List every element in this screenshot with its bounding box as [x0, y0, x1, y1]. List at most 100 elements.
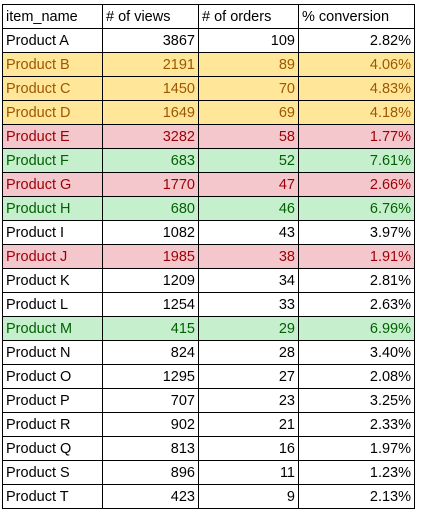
cell-conversion[interactable]: 4.18%	[298, 100, 415, 125]
cell-views[interactable]: 1450	[102, 76, 199, 101]
table-row: Product L 1254 33 2.63%	[2, 292, 415, 317]
cell-orders[interactable]: 58	[198, 124, 299, 149]
table-body: item_name # of views # of orders % conve…	[2, 4, 415, 509]
cell-views[interactable]: 1770	[102, 172, 199, 197]
cell-views[interactable]: 1082	[102, 220, 199, 245]
cell-item-name[interactable]: Product R	[2, 412, 103, 437]
cell-orders[interactable]: 109	[198, 28, 299, 53]
cell-views[interactable]: 813	[102, 436, 199, 461]
cell-item-name[interactable]: Product E	[2, 124, 103, 149]
cell-conversion[interactable]: 1.97%	[298, 436, 415, 461]
table-row: Product G 1770 47 2.66%	[2, 172, 415, 197]
cell-item-name[interactable]: Product T	[2, 484, 103, 509]
table-row: Product S 896 11 1.23%	[2, 460, 415, 485]
cell-orders[interactable]: 38	[198, 244, 299, 269]
table-row: Product M 415 29 6.99%	[2, 316, 415, 341]
cell-orders[interactable]: 69	[198, 100, 299, 125]
cell-views[interactable]: 1254	[102, 292, 199, 317]
cell-conversion[interactable]: 6.76%	[298, 196, 415, 221]
cell-conversion[interactable]: 3.25%	[298, 388, 415, 413]
cell-item-name[interactable]: Product F	[2, 148, 103, 173]
cell-orders[interactable]: 43	[198, 220, 299, 245]
header-cell-orders[interactable]: # of orders	[198, 4, 299, 29]
cell-orders[interactable]: 16	[198, 436, 299, 461]
header-cell-views[interactable]: # of views	[102, 4, 199, 29]
cell-conversion[interactable]: 2.66%	[298, 172, 415, 197]
cell-views[interactable]: 683	[102, 148, 199, 173]
cell-views[interactable]: 824	[102, 340, 199, 365]
cell-views[interactable]: 423	[102, 484, 199, 509]
cell-conversion[interactable]: 3.40%	[298, 340, 415, 365]
cell-item-name[interactable]: Product K	[2, 268, 103, 293]
cell-orders[interactable]: 34	[198, 268, 299, 293]
cell-orders[interactable]: 21	[198, 412, 299, 437]
cell-orders[interactable]: 46	[198, 196, 299, 221]
cell-orders[interactable]: 27	[198, 364, 299, 389]
cell-orders[interactable]: 11	[198, 460, 299, 485]
cell-item-name[interactable]: Product H	[2, 196, 103, 221]
cell-orders[interactable]: 9	[198, 484, 299, 509]
cell-views[interactable]: 680	[102, 196, 199, 221]
cell-orders[interactable]: 28	[198, 340, 299, 365]
cell-conversion[interactable]: 6.99%	[298, 316, 415, 341]
table-row: Product B 2191 89 4.06%	[2, 52, 415, 77]
cell-item-name[interactable]: Product B	[2, 52, 103, 77]
cell-conversion[interactable]: 2.13%	[298, 484, 415, 509]
header-cell-conversion[interactable]: % conversion	[298, 4, 415, 29]
cell-item-name[interactable]: Product L	[2, 292, 103, 317]
cell-item-name[interactable]: Product C	[2, 76, 103, 101]
cell-conversion[interactable]: 1.91%	[298, 244, 415, 269]
cell-item-name[interactable]: Product Q	[2, 436, 103, 461]
table-row: Product T 423 9 2.13%	[2, 484, 415, 509]
table-row: Product K 1209 34 2.81%	[2, 268, 415, 293]
cell-orders[interactable]: 29	[198, 316, 299, 341]
table-row: Product E 3282 58 1.77%	[2, 124, 415, 149]
cell-conversion[interactable]: 7.61%	[298, 148, 415, 173]
cell-views[interactable]: 1985	[102, 244, 199, 269]
cell-conversion[interactable]: 3.97%	[298, 220, 415, 245]
cell-views[interactable]: 3867	[102, 28, 199, 53]
cell-views[interactable]: 415	[102, 316, 199, 341]
cell-conversion[interactable]: 2.63%	[298, 292, 415, 317]
cell-item-name[interactable]: Product J	[2, 244, 103, 269]
cell-item-name[interactable]: Product M	[2, 316, 103, 341]
table-row: Product J 1985 38 1.91%	[2, 244, 415, 269]
cell-item-name[interactable]: Product G	[2, 172, 103, 197]
cell-orders[interactable]: 89	[198, 52, 299, 77]
cell-item-name[interactable]: Product P	[2, 388, 103, 413]
cell-orders[interactable]: 23	[198, 388, 299, 413]
product-conversion-table: item_name # of views # of orders % conve…	[2, 4, 415, 509]
cell-conversion[interactable]: 2.33%	[298, 412, 415, 437]
cell-conversion[interactable]: 2.82%	[298, 28, 415, 53]
cell-views[interactable]: 896	[102, 460, 199, 485]
cell-views[interactable]: 1295	[102, 364, 199, 389]
cell-orders[interactable]: 33	[198, 292, 299, 317]
cell-orders[interactable]: 70	[198, 76, 299, 101]
cell-views[interactable]: 2191	[102, 52, 199, 77]
cell-conversion[interactable]: 2.08%	[298, 364, 415, 389]
header-row: item_name # of views # of orders % conve…	[2, 4, 415, 29]
cell-views[interactable]: 902	[102, 412, 199, 437]
cell-views[interactable]: 1209	[102, 268, 199, 293]
cell-conversion[interactable]: 1.77%	[298, 124, 415, 149]
cell-conversion[interactable]: 2.81%	[298, 268, 415, 293]
cell-item-name[interactable]: Product S	[2, 460, 103, 485]
cell-item-name[interactable]: Product I	[2, 220, 103, 245]
table-row: Product H 680 46 6.76%	[2, 196, 415, 221]
cell-conversion[interactable]: 4.83%	[298, 76, 415, 101]
cell-views[interactable]: 3282	[102, 124, 199, 149]
cell-item-name[interactable]: Product N	[2, 340, 103, 365]
table-row: Product F 683 52 7.61%	[2, 148, 415, 173]
cell-orders[interactable]: 52	[198, 148, 299, 173]
cell-item-name[interactable]: Product O	[2, 364, 103, 389]
table-row: Product D 1649 69 4.18%	[2, 100, 415, 125]
cell-views[interactable]: 707	[102, 388, 199, 413]
cell-conversion[interactable]: 4.06%	[298, 52, 415, 77]
table-row: Product C 1450 70 4.83%	[2, 76, 415, 101]
cell-item-name[interactable]: Product A	[2, 28, 103, 53]
cell-conversion[interactable]: 1.23%	[298, 460, 415, 485]
cell-views[interactable]: 1649	[102, 100, 199, 125]
cell-item-name[interactable]: Product D	[2, 100, 103, 125]
cell-orders[interactable]: 47	[198, 172, 299, 197]
header-cell-item-name[interactable]: item_name	[2, 4, 103, 29]
